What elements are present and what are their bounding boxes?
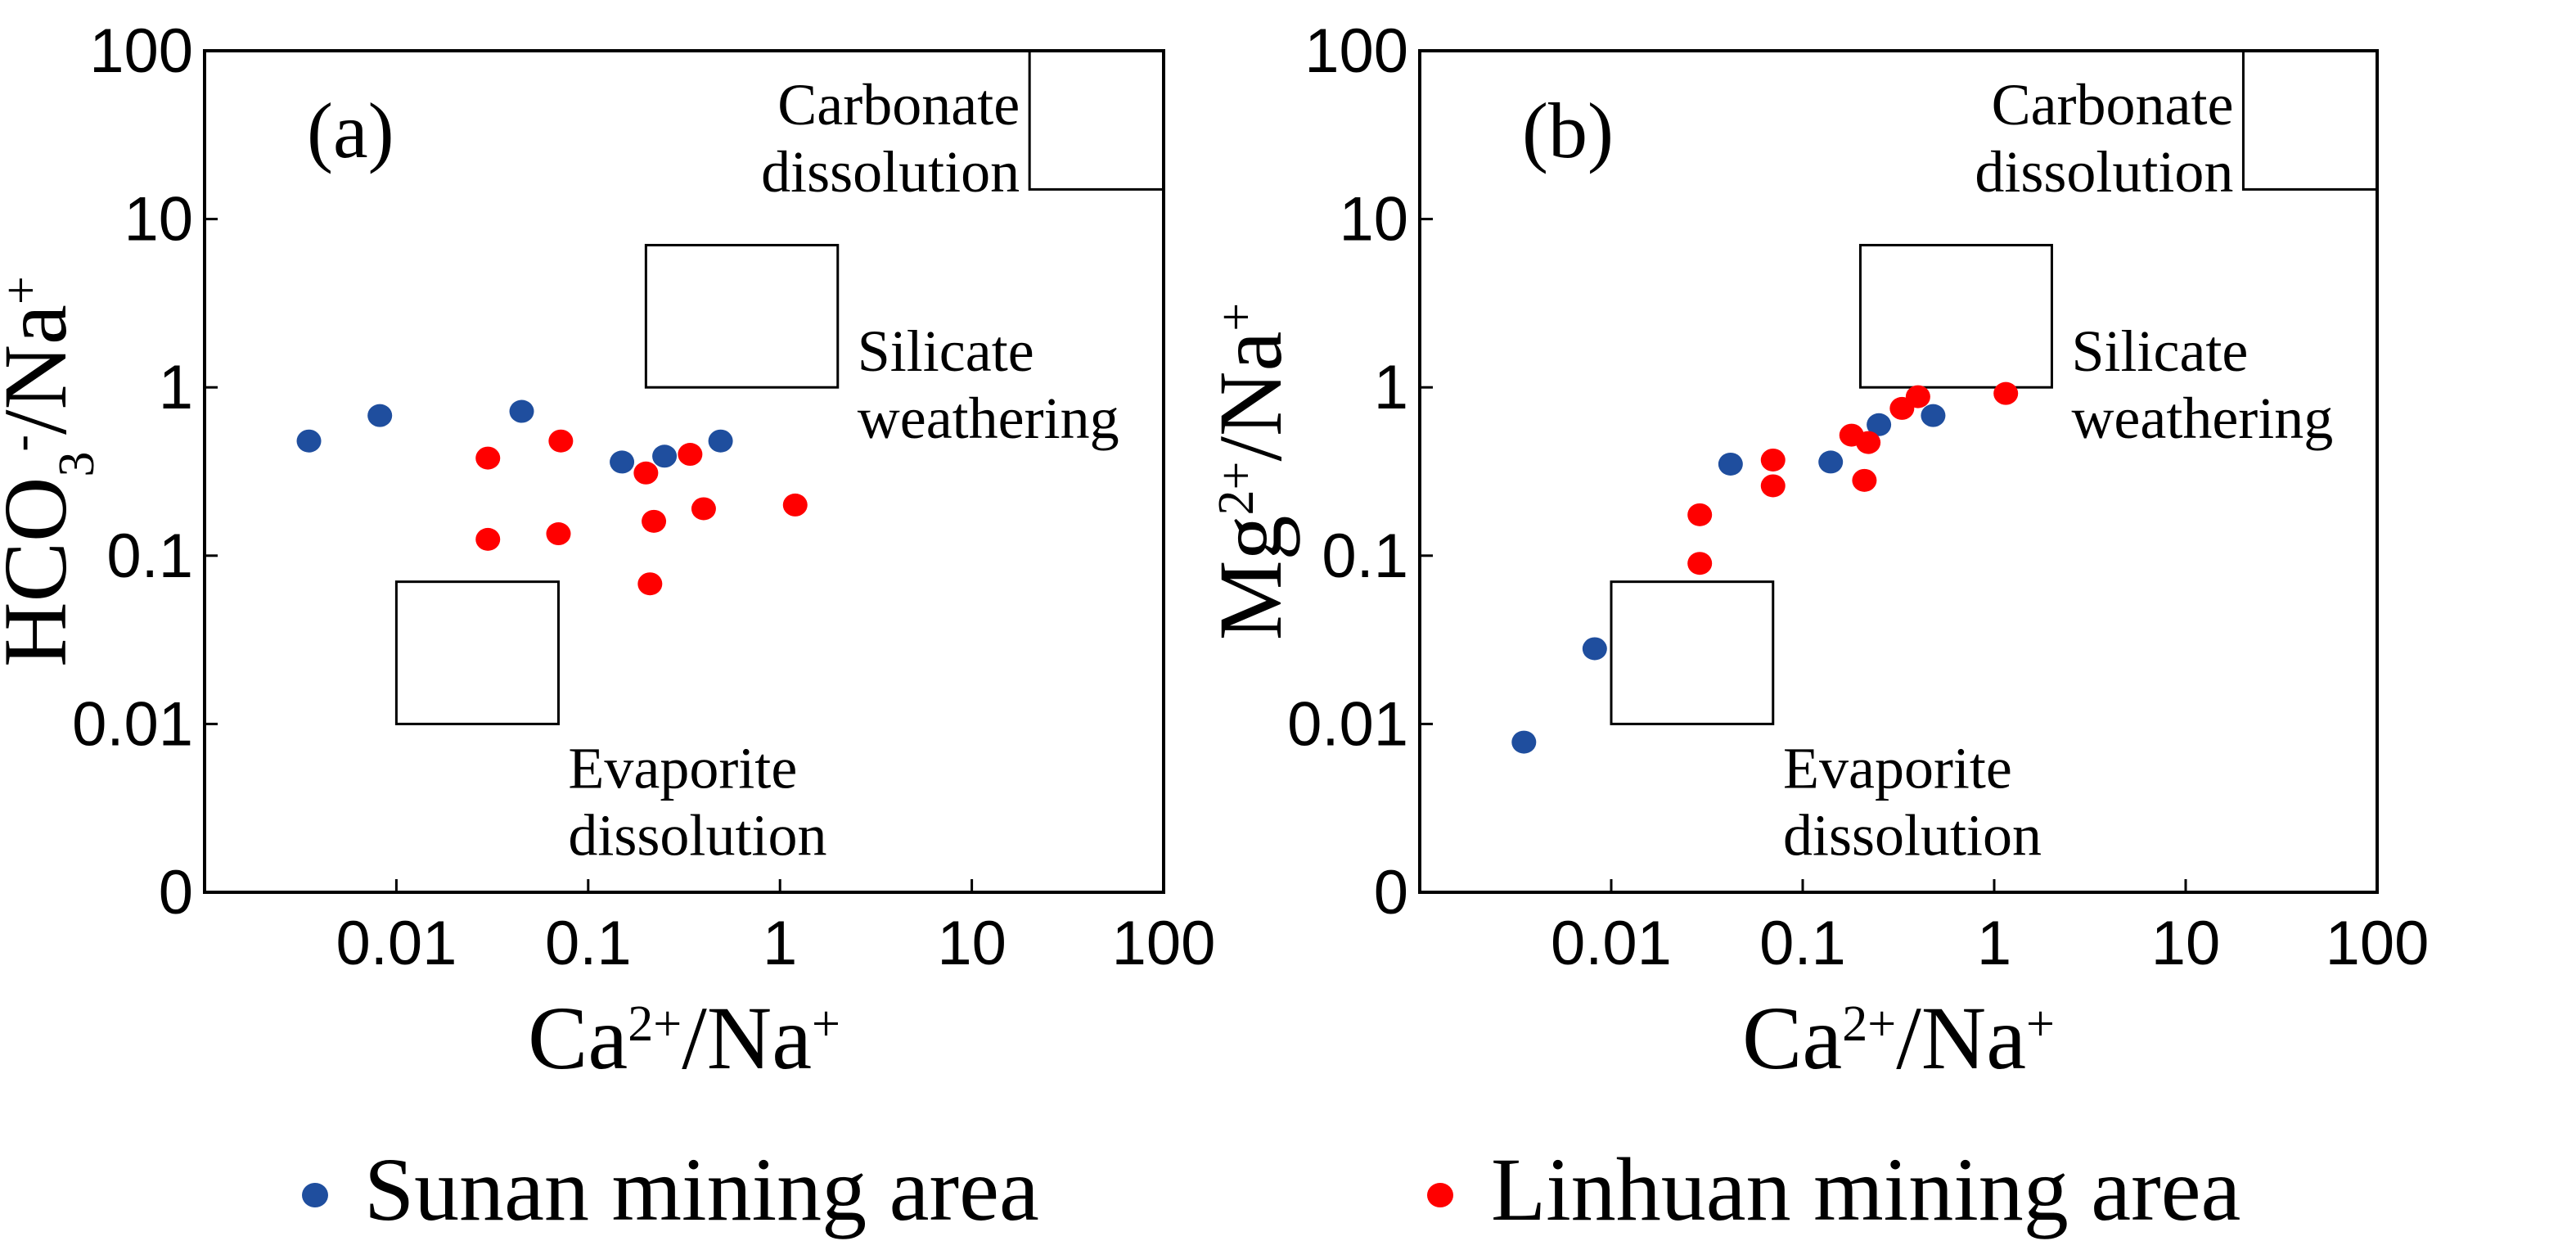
sunan-mining-area-point xyxy=(1511,730,1537,754)
y-tick-label: 1 xyxy=(159,353,193,422)
y-tick-label: 0 xyxy=(1374,858,1408,927)
panel-label: (a) xyxy=(307,87,394,174)
x-tick-label: 1 xyxy=(1977,909,2011,978)
x-tick-label: 100 xyxy=(1112,909,1216,978)
linhuan-mining-area-point xyxy=(633,461,659,485)
y-tick-label: 0.1 xyxy=(106,521,193,591)
linhuan-mining-area-point xyxy=(642,509,667,533)
y-tick-label: 100 xyxy=(89,16,193,86)
x-axis-title: Ca2+/Na+ xyxy=(528,988,840,1088)
y-tick-label: 0.1 xyxy=(1322,521,1408,591)
evaporite-dissolution-box xyxy=(394,580,560,725)
carbonate-dissolution-label: Carbonate xyxy=(777,72,1020,138)
legend-label-linhuan-mining-area: Linhuan mining area xyxy=(1491,1139,2240,1239)
y-axis-title: Mg2+/Na+ xyxy=(1200,303,1300,641)
carbonate-dissolution-label: dissolution xyxy=(761,139,1020,205)
x-tick-label: 0.01 xyxy=(1551,909,1672,978)
carbonate-dissolution-label: Carbonate xyxy=(1992,72,2234,138)
sunan-mining-area-point xyxy=(1867,413,1892,436)
sunan-mining-area-point xyxy=(296,429,322,453)
linhuan-mining-area-point xyxy=(1760,448,1786,472)
y-tick-label: 1 xyxy=(1374,353,1408,422)
linhuan-mining-area-point xyxy=(546,522,571,546)
linhuan-mining-area-point xyxy=(678,443,703,467)
evaporite-dissolution-label: Evaporite xyxy=(568,735,797,801)
linhuan-mining-area-point xyxy=(1993,381,2019,405)
linhuan-mining-area-point xyxy=(1905,385,1930,408)
evaporite-dissolution-label: dissolution xyxy=(568,802,826,868)
sunan-mining-area-point xyxy=(367,404,393,427)
x-tick-label: 1 xyxy=(763,909,797,978)
linhuan-mining-area-point xyxy=(1687,503,1713,526)
x-tick-label: 100 xyxy=(2326,909,2430,978)
x-axis-title: Ca2+/Na+ xyxy=(1742,988,2055,1088)
y-tick-label: 100 xyxy=(1304,16,1408,86)
sunan-mining-area-point xyxy=(1921,404,1946,427)
x-tick-label: 10 xyxy=(2151,909,2221,978)
carbonate-dissolution-label: dissolution xyxy=(1975,139,2233,205)
x-tick-label: 0.01 xyxy=(336,909,457,978)
x-tick-label: 0.1 xyxy=(545,909,632,978)
linhuan-mining-area-point xyxy=(1687,552,1713,575)
sunan-mining-area-point xyxy=(1582,637,1607,661)
legend-label-sunan-mining-area: Sunan mining area xyxy=(364,1139,1039,1239)
x-tick-label: 10 xyxy=(937,909,1007,978)
linhuan-mining-area-point xyxy=(782,493,808,517)
plot-frame xyxy=(203,49,1165,894)
linhuan-mining-area-point xyxy=(548,429,574,453)
sunan-mining-area-point xyxy=(1818,450,1844,474)
sunan-mining-area-point xyxy=(652,444,678,468)
evaporite-dissolution-box xyxy=(1610,580,1775,725)
sunan-mining-area-point xyxy=(1718,452,1743,476)
y-tick-label: 0 xyxy=(159,858,193,927)
x-tick-label: 0.1 xyxy=(1759,909,1846,978)
silicate-weathering-label: weathering xyxy=(2071,386,2333,451)
y-tick-label: 0.01 xyxy=(72,689,193,759)
carbonate-dissolution-box xyxy=(1028,49,1165,191)
linhuan-mining-area-point xyxy=(475,527,501,551)
linhuan-mining-area-point xyxy=(637,572,663,596)
evaporite-dissolution-label: Evaporite xyxy=(1783,735,2012,801)
silicate-weathering-label: weathering xyxy=(858,386,1119,451)
silicate-weathering-label: Silicate xyxy=(858,318,1034,384)
silicate-weathering-box xyxy=(1858,243,2053,389)
linhuan-mining-area-point xyxy=(475,446,501,470)
silicate-weathering-label: Silicate xyxy=(2071,318,2248,384)
evaporite-dissolution-label: dissolution xyxy=(1783,802,2042,868)
carbonate-dissolution-box xyxy=(2241,49,2379,191)
legend-marker-sunan-mining-area xyxy=(302,1183,328,1207)
y-axis-title: HCO3-/Na+ xyxy=(0,276,105,667)
linhuan-mining-area-point xyxy=(1760,474,1786,498)
y-tick-label: 10 xyxy=(1339,185,1408,255)
y-tick-label: 10 xyxy=(124,185,193,255)
sunan-mining-area-point xyxy=(610,450,635,474)
sunan-mining-area-point xyxy=(509,399,534,423)
silicate-weathering-box xyxy=(644,243,840,389)
linhuan-mining-area-point xyxy=(1852,468,1877,492)
linhuan-mining-area-point xyxy=(691,497,716,521)
legend-marker-linhuan-mining-area xyxy=(1427,1183,1453,1207)
y-tick-label: 0.01 xyxy=(1287,689,1408,759)
legend: Sunan mining area Linhuan mining area xyxy=(302,1139,2240,1239)
plot-frame xyxy=(1418,49,2379,894)
linhuan-mining-area-point xyxy=(1856,431,1881,454)
panel-label: (b) xyxy=(1522,87,1614,174)
sunan-mining-area-point xyxy=(708,429,733,453)
